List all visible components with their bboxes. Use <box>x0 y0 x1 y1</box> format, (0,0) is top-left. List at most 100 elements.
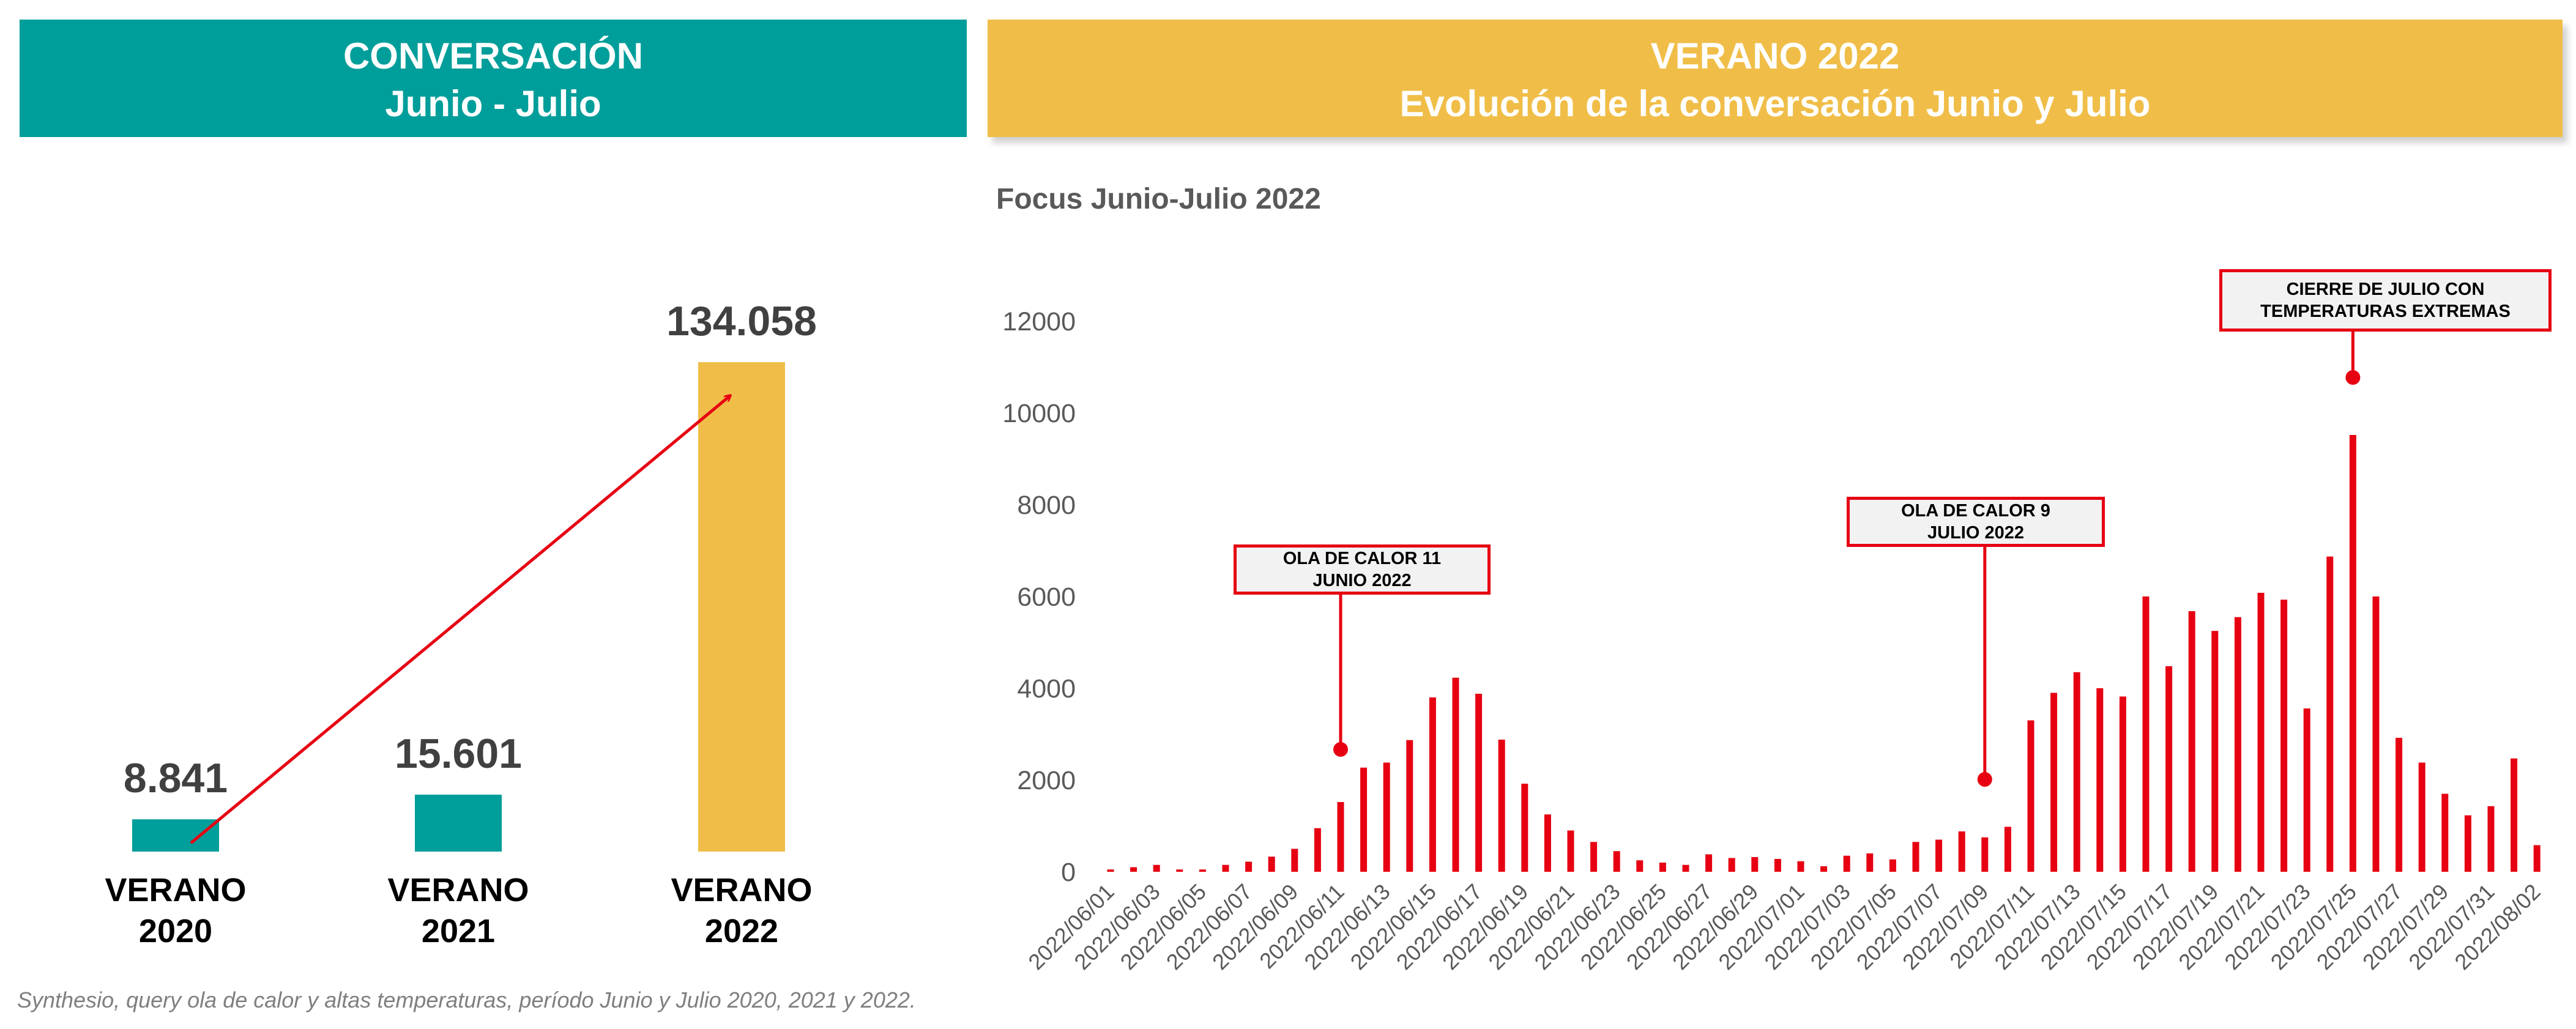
annotation-text-line1: CIERRE DE JULIO CON <box>2286 280 2485 299</box>
daily-bar <box>2027 720 2034 872</box>
year-value-label: 15.601 <box>395 730 522 777</box>
annotation-dot <box>1333 742 1348 757</box>
year-category-label: VERANO <box>671 872 812 908</box>
daily-bar <box>1567 830 1574 872</box>
daily-bar <box>1245 861 1253 872</box>
year-category-label: 2020 <box>139 913 212 949</box>
daily-bar <box>1682 864 1689 872</box>
daily-bar <box>2326 556 2334 872</box>
daily-bar <box>1981 837 1989 872</box>
annotation-text-line1: OLA DE CALOR 11 <box>1282 549 1442 568</box>
daily-bar <box>1958 831 1965 872</box>
daily-bar <box>1222 864 1229 872</box>
daily-bar <box>1935 839 1943 872</box>
y-tick-label: 6000 <box>1017 582 1076 612</box>
daily-bar <box>1521 784 1528 872</box>
daily-bar <box>2511 758 2518 872</box>
year-category-label: 2021 <box>422 913 495 949</box>
daily-bar <box>2464 815 2471 872</box>
daily-bar <box>1889 859 1896 872</box>
daily-bar <box>1705 854 1713 872</box>
daily-bar <box>1866 853 1874 872</box>
daily-bar <box>1544 814 1551 872</box>
daily-bar <box>2211 631 2219 872</box>
daily-bar <box>1268 856 1275 872</box>
year-bar <box>698 362 785 852</box>
right-header-banner: VERANO 2022 Evolución de la conversación… <box>988 20 2563 137</box>
left-header-subtitle: Junio - Julio <box>385 83 601 124</box>
chart-subtitle: Focus Junio-Julio 2022 <box>996 183 1321 215</box>
yearly-comparison-chart: 8.841 15.601 134.058 VERANO 2020 VERANO 2021 VE… <box>105 298 816 949</box>
daily-bar <box>1659 863 1666 872</box>
daily-bar <box>1475 694 1483 872</box>
right-header-subtitle: Evolución de la conversación Junio y Jul… <box>1399 83 2151 124</box>
daily-bar <box>2188 611 2195 872</box>
annotation-dot <box>1977 772 1992 787</box>
trend-arrow <box>190 396 730 844</box>
daily-bar <box>1498 740 1505 872</box>
daily-bar <box>1199 869 1206 872</box>
daily-bar <box>2257 593 2265 872</box>
y-tick-label: 8000 <box>1017 491 1076 520</box>
daily-bar <box>1774 859 1781 872</box>
daily-bar <box>1406 740 1413 872</box>
daily-bar <box>2119 696 2126 872</box>
daily-bar <box>2487 806 2495 872</box>
daily-bar <box>2349 435 2356 872</box>
daily-bar <box>2096 688 2104 872</box>
annotation-text-line1: OLA DE CALOR 9 <box>1901 501 2050 521</box>
annotation-text-line2: JULIO 2022 <box>1927 523 2024 543</box>
daily-bar <box>2073 672 2080 872</box>
daily-bar <box>2418 762 2425 872</box>
daily-bar <box>2234 617 2241 872</box>
annotation-text-line2: TEMPERATURAS EXTREMAS <box>2260 302 2511 321</box>
year-category-label: 2022 <box>705 913 778 949</box>
daily-bar <box>1360 767 1368 872</box>
daily-bar <box>1314 828 1321 872</box>
left-header-banner: CONVERSACIÓN Junio - Julio <box>20 20 967 137</box>
daily-bar <box>1728 858 1735 872</box>
daily-bar <box>1153 864 1160 872</box>
year-bar <box>415 794 502 852</box>
daily-bar <box>1820 866 1828 872</box>
daily-bar <box>1912 842 1919 872</box>
annotation-callout: CIERRE DE JULIO CON TEMPERATURAS EXTREMAS <box>2219 269 2552 332</box>
daily-bar <box>1797 861 1804 872</box>
annotation-callout: OLA DE CALOR 9 JULIO 2022 <box>1847 497 2105 547</box>
y-tick-label: 2000 <box>1017 766 1076 795</box>
daily-bar <box>1843 855 1850 872</box>
daily-bar <box>2004 827 2011 872</box>
daily-conversation-chart: 0200040006000800010000120002022/06/01202… <box>1002 307 2545 975</box>
year-value-label: 134.058 <box>666 298 817 344</box>
y-tick-label: 12000 <box>1002 307 1076 336</box>
daily-bar <box>2303 708 2310 872</box>
daily-bar <box>1176 869 1183 872</box>
daily-bar <box>1383 762 1390 872</box>
daily-bar <box>1107 869 1114 872</box>
source-note: Synthesio, query ola de calor y altas te… <box>17 987 916 1012</box>
daily-bar <box>2372 596 2380 872</box>
y-tick-label: 0 <box>1061 858 1076 887</box>
daily-bar <box>2441 793 2449 872</box>
daily-bar <box>1130 867 1137 872</box>
daily-bar <box>1751 857 1759 872</box>
y-tick-label: 10000 <box>1002 399 1076 428</box>
daily-bar <box>2533 845 2541 872</box>
daily-bar <box>1291 849 1298 872</box>
daily-bar <box>2165 666 2173 872</box>
year-bar <box>132 819 219 852</box>
year-value-label: 8.841 <box>124 755 228 801</box>
annotation-text-line2: JUNIO 2022 <box>1312 571 1412 590</box>
y-tick-label: 4000 <box>1017 674 1076 704</box>
daily-bar <box>1636 860 1644 872</box>
daily-bar <box>1452 677 1459 872</box>
year-category-label: VERANO <box>387 872 529 908</box>
daily-bar <box>2395 738 2403 872</box>
right-header-title: VERANO 2022 <box>1650 35 1900 76</box>
left-header-title: CONVERSACIÓN <box>343 35 644 76</box>
daily-bar <box>2050 693 2058 872</box>
daily-bar <box>1337 802 1344 872</box>
daily-bar <box>2280 600 2288 872</box>
annotation-callout: OLA DE CALOR 11 JUNIO 2022 <box>1234 544 1491 595</box>
